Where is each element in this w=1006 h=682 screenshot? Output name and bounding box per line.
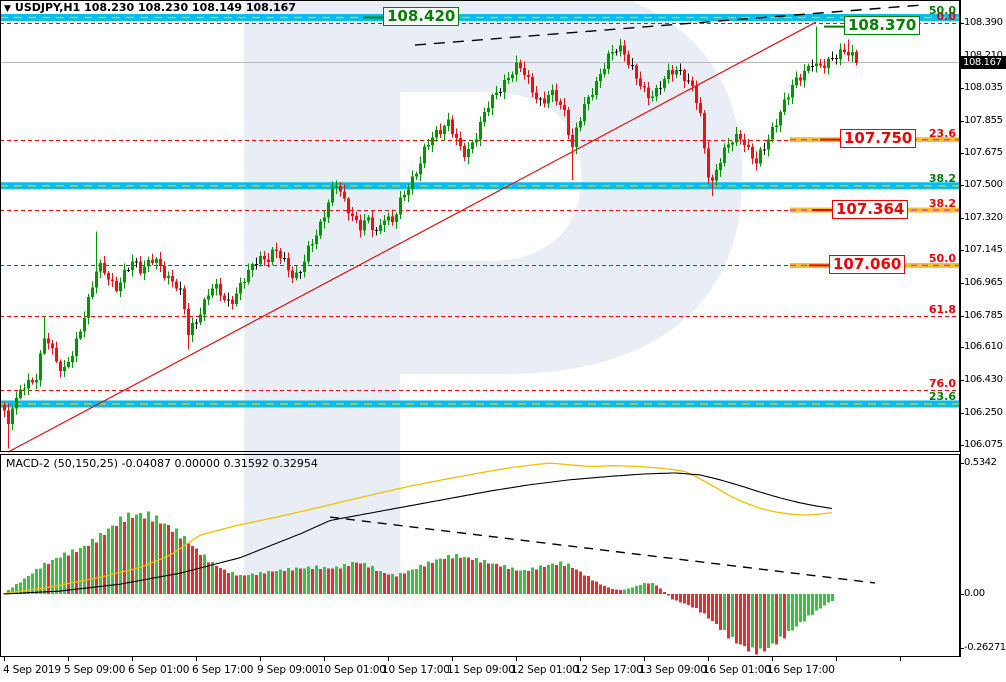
candlestick-series — [3, 26, 858, 449]
ascending-trendline[interactable] — [7, 21, 817, 453]
main-chart-frame — [0, 0, 960, 452]
symbol-dropdown-icon[interactable]: ▼ — [4, 4, 11, 14]
resistance-dashed-trendline[interactable] — [414, 4, 921, 46]
macd-signal-line-yellow — [3, 462, 833, 595]
macd-dashed-trendline[interactable] — [329, 516, 876, 584]
price-level-label-107750[interactable]: 107.750 — [840, 129, 917, 149]
macd-main-line-black — [3, 472, 833, 595]
price-level-label-108370[interactable]: 108.370 — [844, 16, 921, 36]
macd-panel-frame — [0, 454, 960, 657]
price-level-label-107060[interactable]: 107.060 — [829, 254, 906, 274]
macd-histogram — [3, 511, 834, 655]
price-level-label-108420[interactable]: 108.420 — [383, 7, 460, 27]
price-level-label-107364[interactable]: 107.364 — [832, 199, 909, 219]
